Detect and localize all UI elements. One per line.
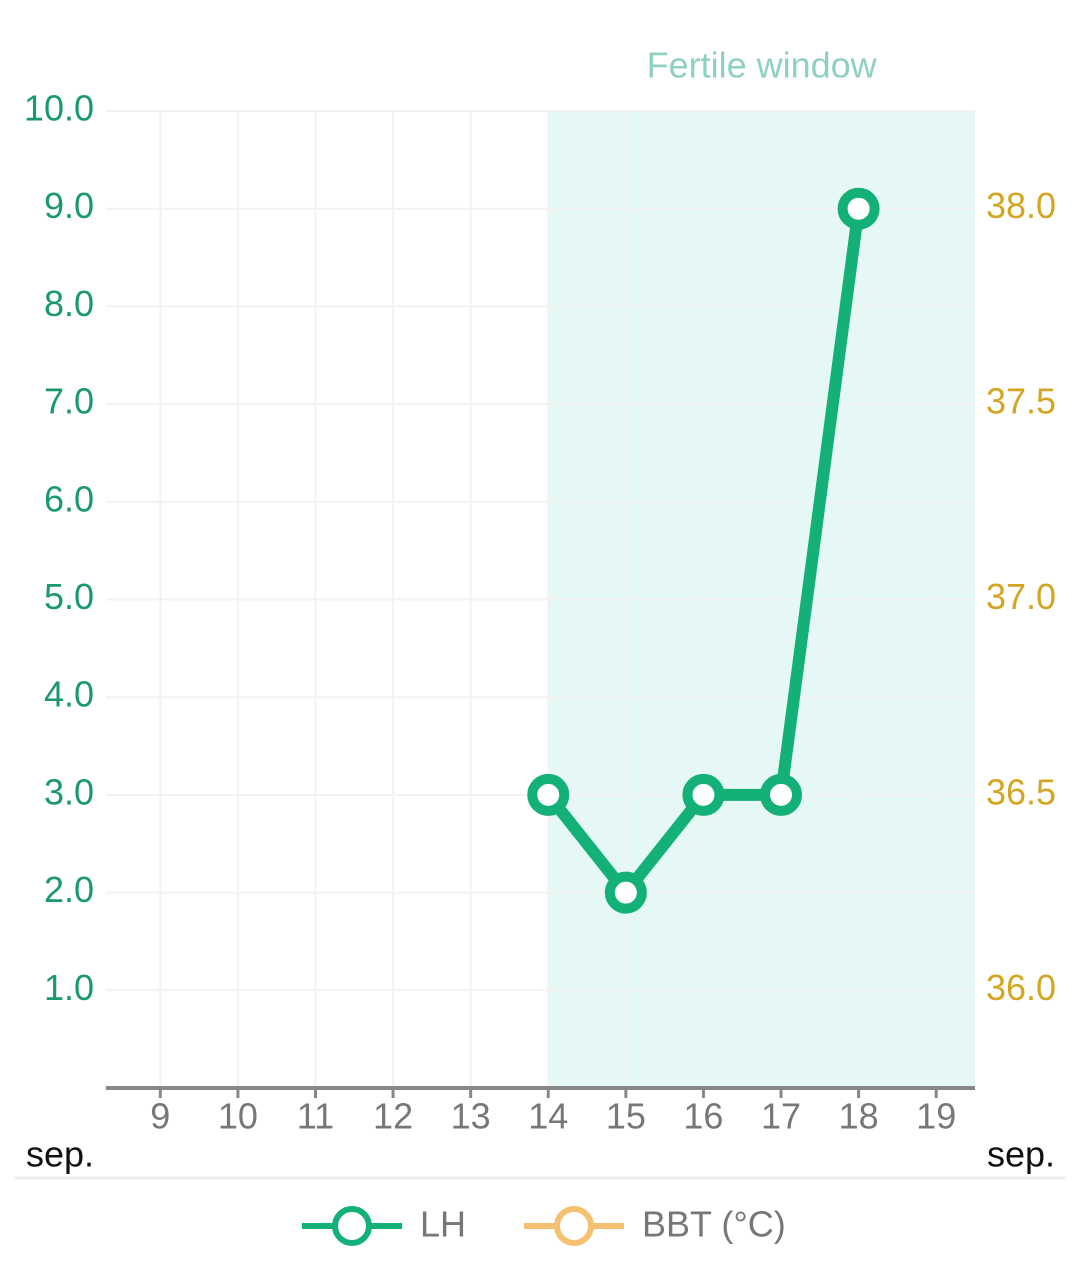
y2-tick-label: 36.5 — [986, 771, 1056, 812]
y-tick-label: 7.0 — [44, 381, 94, 422]
y-tick-label: 5.0 — [44, 576, 94, 617]
x-tick-label: 9 — [150, 1096, 170, 1137]
x-tick-label: 16 — [683, 1096, 723, 1137]
y-tick-label: 3.0 — [44, 771, 94, 812]
y-tick-label: 10.0 — [24, 88, 94, 129]
y2-tick-label: 38.0 — [986, 185, 1056, 226]
y2-tick-label: 36.0 — [986, 967, 1056, 1008]
y-tick-label: 4.0 — [44, 674, 94, 715]
legend-label: BBT (°C) — [642, 1204, 786, 1245]
legend-marker — [332, 1206, 372, 1246]
annotation-label: Fertile window — [647, 45, 878, 86]
x-tick-label: 15 — [606, 1096, 646, 1137]
legend-label: LH — [420, 1204, 466, 1245]
point — [837, 187, 880, 230]
legend-marker — [554, 1206, 594, 1246]
x-tick-label: 17 — [761, 1096, 801, 1137]
x-tick-label: 13 — [451, 1096, 491, 1137]
x-tick-label: 18 — [839, 1096, 879, 1137]
y-tick-label: 2.0 — [44, 869, 94, 910]
x-tick-label: 14 — [528, 1096, 568, 1137]
x-tick-label: 10 — [218, 1096, 258, 1137]
x-unit-left: sep. — [26, 1134, 94, 1175]
point — [604, 871, 647, 914]
x-tick-label: 11 — [297, 1096, 334, 1137]
point — [682, 773, 725, 816]
y2-tick-label: 37.0 — [986, 576, 1056, 617]
y2-tick-label: 37.5 — [986, 381, 1056, 422]
point — [760, 773, 803, 816]
point — [527, 773, 570, 816]
y-tick-label: 1.0 — [44, 967, 94, 1008]
x-tick-label: 12 — [373, 1096, 413, 1137]
x-tick-label: 19 — [916, 1096, 956, 1137]
y-tick-label: 9.0 — [44, 185, 94, 226]
y-tick-label: 6.0 — [44, 478, 94, 519]
y-tick-label: 8.0 — [44, 283, 94, 324]
x-unit-right: sep. — [987, 1134, 1055, 1175]
